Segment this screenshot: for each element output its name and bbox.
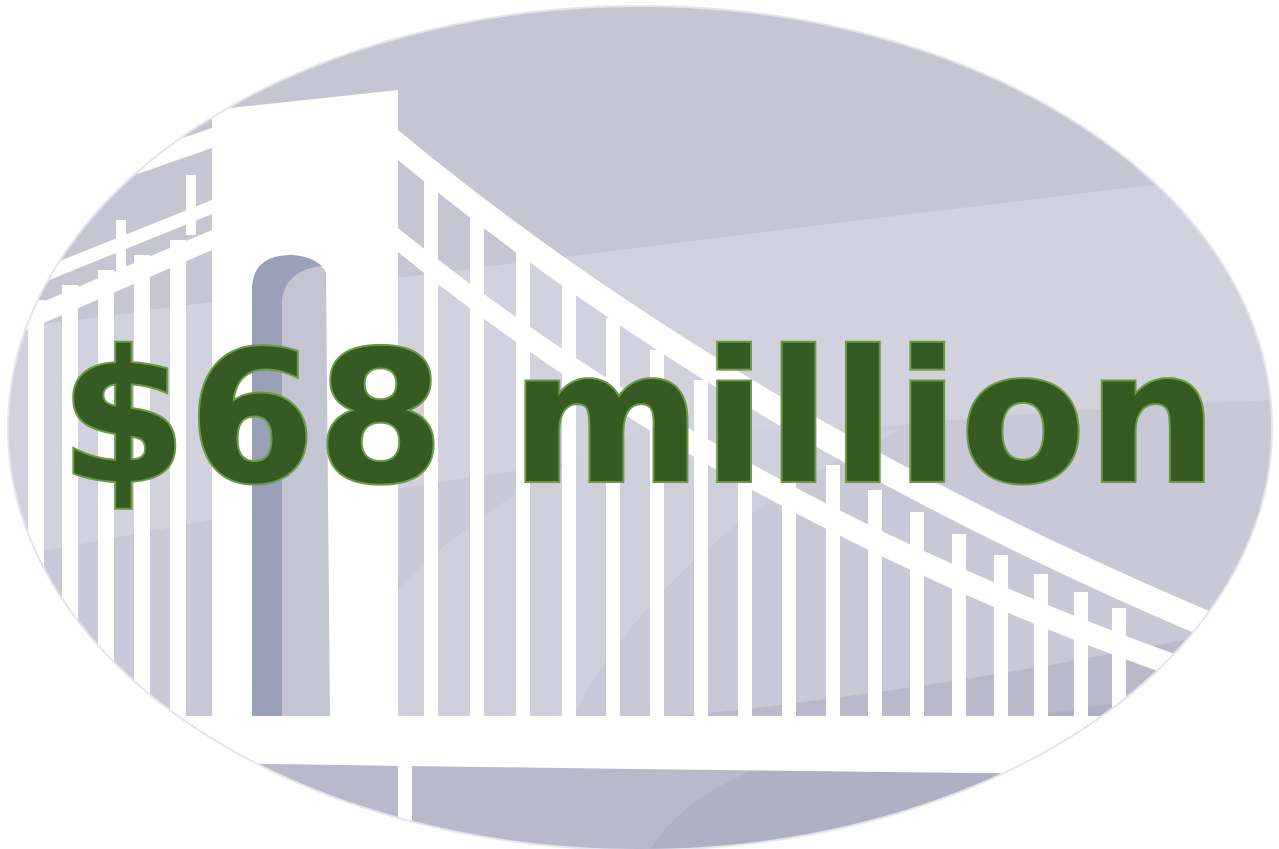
right-hangers (424, 180, 1126, 720)
bridge-deck (8, 716, 1272, 849)
bridge-tower (212, 90, 398, 720)
headline-amount: $68 million (58, 312, 1220, 524)
oval-outline (7, 5, 1273, 849)
